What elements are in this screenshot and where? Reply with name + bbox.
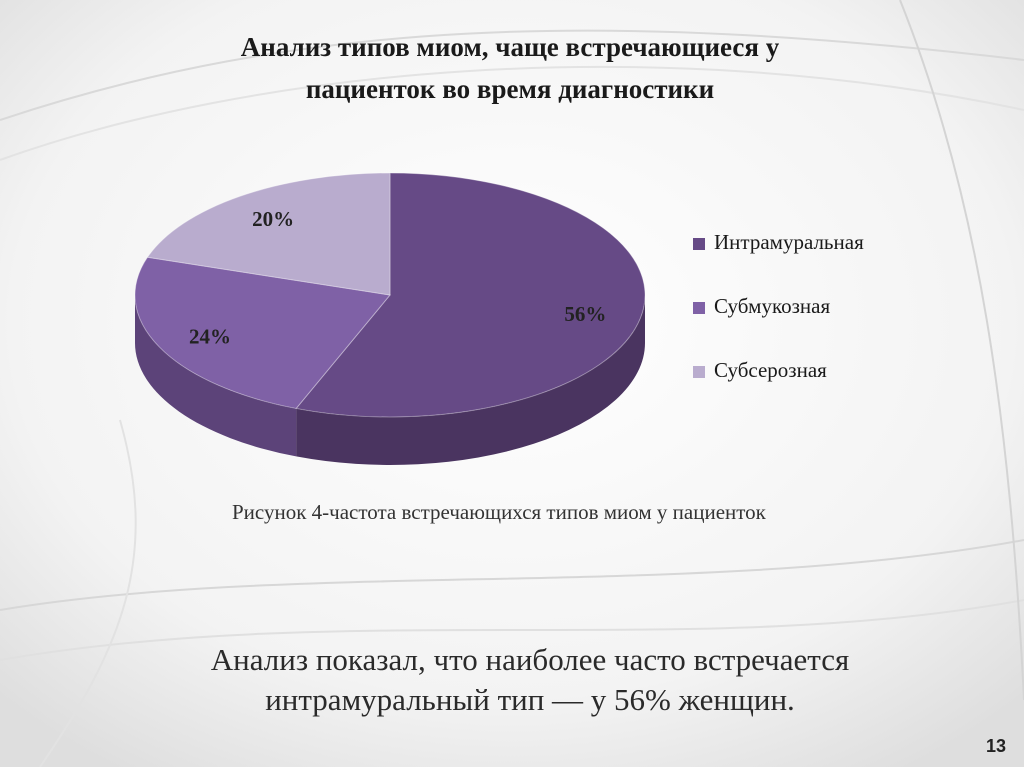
- data-label-0: 56%: [564, 302, 606, 326]
- figure-caption: Рисунок 4-частота встречающихся типов ми…: [232, 500, 766, 524]
- page-number: 13: [985, 736, 1006, 756]
- slide-title-line-2: пациенток во время диагностики: [305, 74, 715, 104]
- pie-tops: [134, 172, 646, 418]
- legend-label-0: Интрамуральная: [714, 230, 864, 254]
- pie-sides: [135, 295, 645, 465]
- pie-slice-0: [295, 172, 646, 418]
- slide-title-line-1: Анализ типов миом, чаще встречающиеся у: [240, 32, 780, 62]
- pie-side-0: [296, 295, 645, 465]
- pie-side-1: [135, 295, 297, 457]
- conclusion-line-1: Анализ показал, что наиболее часто встре…: [210, 642, 850, 677]
- legend-swatch-1: [693, 302, 705, 314]
- data-label-1: 24%: [189, 325, 231, 349]
- legend-swatch-0: [693, 238, 705, 250]
- slide-title: Анализ типов миом, чаще встречающиеся у …: [130, 26, 890, 110]
- legend-label-1: Субмукозная: [714, 294, 830, 318]
- conclusion-line-2: интрамуральный тип — у 56% женщин.: [265, 682, 795, 717]
- conclusion-text: Анализ показал, что наиболее часто встре…: [120, 640, 940, 720]
- legend-swatch-2: [693, 366, 705, 378]
- legend-label-2: Субсерозная: [714, 358, 827, 382]
- pie-slice-2: [146, 172, 391, 296]
- pie-slice-1: [134, 256, 391, 409]
- pie-data-labels: 56% 24% 20%: [189, 207, 606, 349]
- chart-legend: Интрамуральная Субмукозная Субсерозная: [693, 230, 864, 382]
- data-label-2: 20%: [252, 207, 294, 231]
